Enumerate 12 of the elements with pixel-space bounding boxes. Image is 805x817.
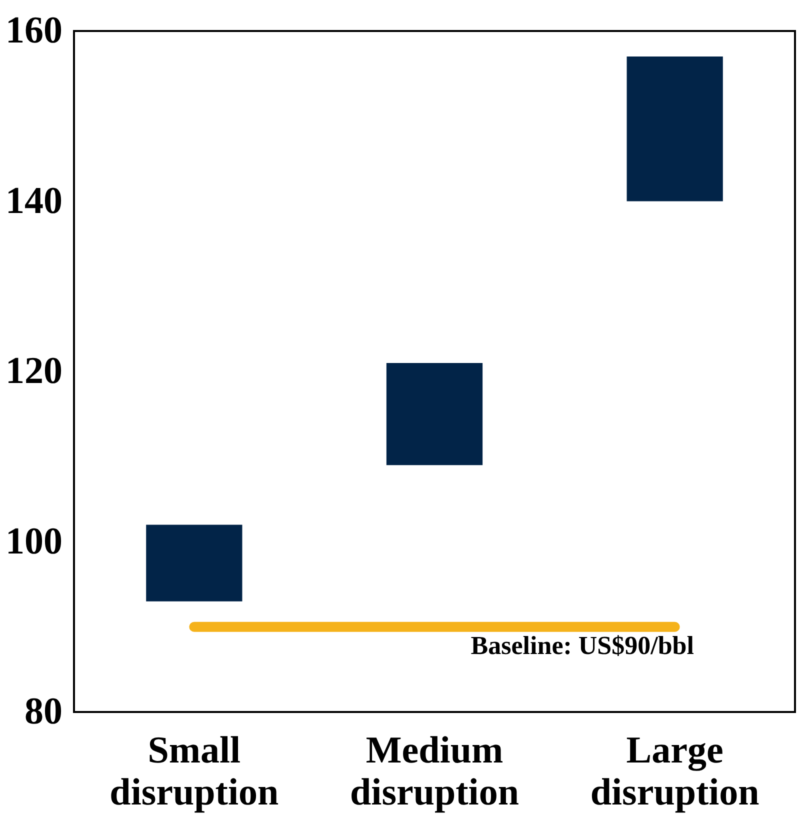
y-tick-label: 120: [6, 350, 62, 392]
y-tick-label: 100: [6, 520, 62, 562]
x-tick-label: Medium disruption: [350, 730, 519, 814]
x-tick-label: Small disruption: [110, 730, 279, 814]
y-tick-label: 160: [6, 10, 62, 52]
bar: [146, 524, 242, 602]
y-tick-label: 140: [6, 180, 62, 222]
bar: [386, 362, 483, 466]
x-tick-label: Large disruption: [590, 730, 760, 814]
ref-line-label: Baseline: US$90/bbl: [470, 631, 694, 660]
bar: [626, 56, 723, 202]
y-tick-label: 80: [24, 690, 62, 732]
